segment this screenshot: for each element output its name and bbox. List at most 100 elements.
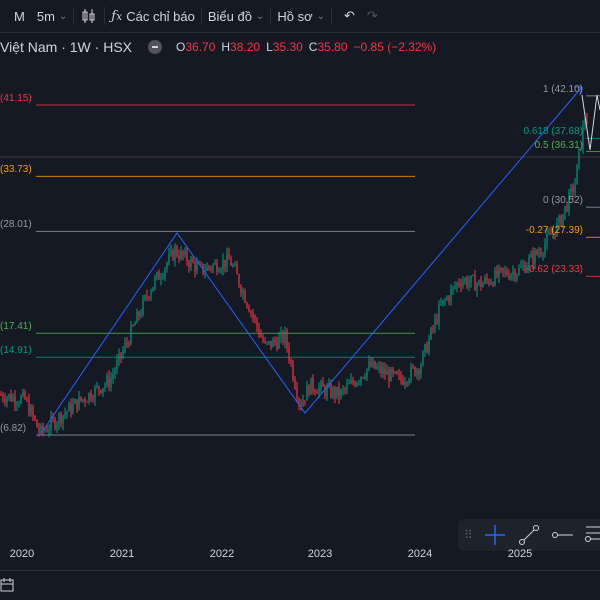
candle-body [30, 407, 32, 416]
candle-body [160, 277, 162, 280]
candle-body [272, 339, 274, 348]
candle-body [32, 407, 34, 416]
candle-body [448, 297, 450, 301]
profile-dropdown[interactable]: Hồ sơ ⌄ [277, 8, 326, 24]
candle-body [20, 396, 22, 404]
price-chart[interactable] [0, 34, 600, 548]
candle-body [202, 263, 204, 273]
drag-handle-icon[interactable]: ⠿ [464, 528, 473, 542]
interval-dropdown[interactable]: 5m ⌄ [36, 8, 68, 24]
candle-body [532, 253, 534, 264]
candle-body [368, 361, 370, 369]
candle-body [502, 268, 504, 272]
hide-icon[interactable] [148, 40, 162, 54]
candle-body [286, 330, 288, 348]
crosshair-icon[interactable] [483, 523, 507, 547]
candle-body [284, 330, 286, 343]
candle-body [478, 280, 480, 285]
candle-body [282, 331, 284, 343]
candle-body [274, 339, 276, 343]
candle-body [300, 403, 302, 407]
candle-body [432, 327, 434, 329]
bottom-bar [0, 570, 600, 600]
candle-body [318, 387, 320, 394]
candle-body [322, 381, 324, 387]
candle-body [450, 289, 452, 301]
candle-body [292, 362, 294, 380]
candle-body [256, 318, 258, 327]
candle-body [190, 259, 192, 268]
indicators-button[interactable]: ƒx Các chỉ báo [111, 8, 195, 24]
candle-body [118, 352, 120, 361]
candle-body [276, 342, 278, 349]
candle-body [460, 284, 462, 286]
fib-level-label: 0 (30.52) [542, 195, 583, 207]
fib-retracement-icon[interactable] [584, 523, 600, 547]
candle-body [402, 380, 404, 385]
interval-m-button[interactable]: M [14, 8, 25, 24]
candle-body [400, 374, 402, 381]
candle-body [166, 263, 168, 269]
candle-type-button[interactable] [74, 0, 104, 33]
divider [331, 7, 333, 25]
candle-body [370, 361, 372, 367]
candle-body [124, 342, 126, 351]
candle-body [88, 392, 90, 402]
trend-line-icon[interactable] [517, 523, 541, 547]
candle-body [206, 265, 208, 271]
candle-body [560, 216, 562, 226]
chart-dropdown[interactable]: Biểu đồ ⌄ [207, 8, 265, 24]
candle-body [358, 381, 360, 383]
candle-body [54, 418, 56, 429]
candle-body [260, 335, 262, 338]
candle-body [570, 187, 572, 192]
undo-button[interactable]: ↶ [332, 0, 361, 33]
candle-body [106, 376, 108, 385]
candle-body [244, 290, 246, 303]
fib-level-label: (6.82) [0, 423, 27, 434]
time-axis[interactable]: 2020 2021 2022 2023 2024 2025 [0, 548, 600, 568]
candle-body [16, 403, 18, 405]
candle-body [294, 379, 296, 389]
candle-body [12, 396, 14, 402]
candle-body [110, 378, 112, 387]
candle-body [298, 398, 300, 404]
candle-body [58, 413, 60, 424]
candle-body [134, 323, 136, 326]
calendar-icon[interactable] [0, 577, 16, 593]
candle-body [524, 265, 526, 273]
candle-body [308, 385, 310, 395]
candle-body [254, 316, 256, 319]
candle-body [240, 285, 242, 294]
candlestick-icon [82, 9, 95, 23]
symbol-title[interactable]: Việt Nam · 1W · HSX [0, 39, 132, 55]
candle-body [232, 265, 234, 267]
candle-body [446, 297, 448, 300]
candle-body [188, 262, 190, 268]
candle-body [288, 347, 290, 361]
candle-body [154, 277, 156, 288]
candle-body [456, 282, 458, 287]
candle-body [514, 271, 516, 279]
candle-body [174, 247, 176, 261]
candle-body [218, 271, 220, 273]
candle-body [510, 274, 512, 279]
candle-body [220, 269, 222, 272]
candle-body [200, 263, 202, 265]
candle-body [452, 286, 454, 290]
candle-body [44, 429, 46, 431]
candle-body [360, 377, 362, 382]
candle-body [224, 259, 226, 267]
candle-body [234, 265, 236, 267]
candle-body [92, 399, 94, 401]
candle-body [394, 371, 396, 373]
horizontal-ray-icon[interactable] [550, 523, 574, 547]
candle-body [388, 371, 390, 382]
candle-body [270, 340, 272, 348]
candle-body [226, 253, 228, 267]
candle-body [238, 274, 240, 286]
candle-body [266, 342, 268, 344]
redo-button[interactable]: ↷ [361, 0, 384, 33]
candle-body [36, 419, 38, 428]
candle-body [390, 368, 392, 382]
